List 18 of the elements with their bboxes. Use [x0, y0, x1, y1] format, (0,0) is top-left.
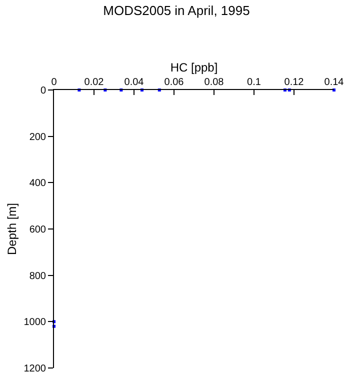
x-axis-title: HC [ppb]: [170, 60, 218, 74]
x-tick-label: 0.06: [164, 77, 184, 88]
y-axis-title: Depth [m]: [5, 202, 20, 256]
x-tick-label: 0.12: [284, 77, 304, 88]
y-tick-label: 400: [29, 178, 46, 190]
y-tick-label: 200: [29, 132, 46, 143]
x-tick-label: 0.08: [204, 77, 224, 88]
y-tick-label: 1000: [24, 317, 46, 328]
chart-title: MODS2005 in April, 1995: [103, 2, 250, 18]
y-tick-label: 1200: [24, 364, 46, 374]
x-tick-label: 0.02: [84, 77, 104, 88]
x-tick-label: 0.04: [124, 77, 144, 88]
x-tick-label: 0: [51, 77, 58, 88]
y-tick-label: 600: [29, 224, 46, 236]
x-tick-label: 0.1: [247, 77, 262, 88]
x-tick-label: 0.14: [324, 77, 344, 88]
y-tick-label: 0: [40, 86, 46, 96]
y-tick-label: 800: [29, 270, 46, 282]
